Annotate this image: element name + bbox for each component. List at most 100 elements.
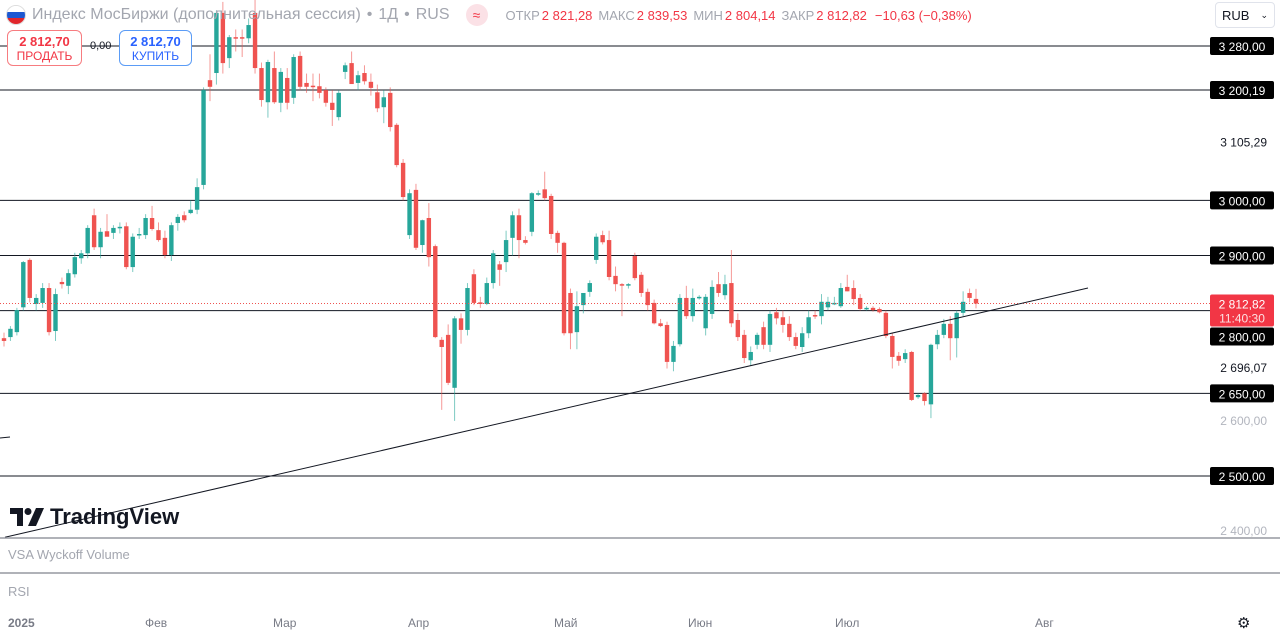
candle xyxy=(336,90,341,121)
candle xyxy=(79,249,84,264)
candle-body xyxy=(703,296,708,329)
rsi-pane-label[interactable]: RSI xyxy=(8,584,30,599)
candle xyxy=(471,269,477,306)
approx-session-icon[interactable]: ≈ xyxy=(465,4,488,26)
candle xyxy=(548,193,554,239)
candle-body xyxy=(825,301,831,308)
candle-body xyxy=(85,227,90,254)
candle-body xyxy=(568,292,573,334)
candle xyxy=(568,288,573,350)
candle xyxy=(207,54,213,102)
candle xyxy=(1,332,7,347)
candle xyxy=(902,349,908,363)
candle-body xyxy=(46,288,52,333)
buy-price: 2 812,70 xyxy=(130,34,181,49)
candle xyxy=(851,280,856,306)
candle-body xyxy=(941,323,947,335)
candle-body xyxy=(922,393,927,402)
candle-body xyxy=(555,232,560,243)
candle xyxy=(323,87,329,107)
candle xyxy=(40,283,45,308)
candle-body xyxy=(53,294,58,332)
candle-body xyxy=(845,286,850,292)
candle xyxy=(124,222,129,270)
currency-value: RUB xyxy=(1222,7,1250,23)
level-price-label: 2 800,00 xyxy=(1219,331,1266,345)
candle xyxy=(169,222,174,262)
candle xyxy=(690,288,695,322)
drawing-fragment xyxy=(0,436,11,439)
candle-body xyxy=(767,313,773,345)
interval[interactable]: 1Д xyxy=(378,6,399,23)
buy-button[interactable]: 2 812,70 КУПИТЬ xyxy=(119,30,192,66)
candle-body xyxy=(870,307,876,311)
separator: • xyxy=(366,6,373,23)
candle-body xyxy=(574,306,580,333)
symbol-title[interactable]: Индекс МосБиржи (дополнительная сессия) xyxy=(32,6,361,23)
candle-body xyxy=(246,25,251,39)
candle xyxy=(46,283,52,336)
candle-body xyxy=(362,73,367,82)
time-label-month: Май xyxy=(554,616,578,630)
candle xyxy=(72,252,78,278)
candle-body xyxy=(136,233,142,236)
currency-select[interactable]: RUB ⌄ xyxy=(1215,2,1275,28)
candle-body xyxy=(149,218,155,230)
candle-body xyxy=(503,240,509,263)
candle-body xyxy=(606,240,612,277)
candle-body xyxy=(162,237,168,255)
level-price-tag xyxy=(1210,327,1274,346)
candle xyxy=(291,54,296,104)
candle xyxy=(375,84,380,113)
tradingview-logo[interactable]: TradingView xyxy=(10,504,179,530)
candle xyxy=(890,332,895,369)
candle-body xyxy=(716,284,721,293)
candle-body xyxy=(285,77,290,103)
bar-countdown-label: 11:40:30 xyxy=(1219,312,1265,326)
candle xyxy=(722,274,728,300)
candle xyxy=(91,208,97,250)
candle-body xyxy=(207,80,213,87)
candle xyxy=(297,51,303,91)
sell-button[interactable]: 2 812,70 ПРОДАТЬ xyxy=(7,30,82,66)
candle-body xyxy=(632,256,638,279)
candle-body xyxy=(735,319,741,338)
candle xyxy=(175,214,181,231)
candle-body xyxy=(201,90,206,185)
candle-body xyxy=(291,57,296,98)
candle-body xyxy=(317,86,322,93)
candle-body xyxy=(915,394,921,398)
settings-gear-icon[interactable]: ⚙ xyxy=(1237,615,1251,632)
time-label-month: Июл xyxy=(835,616,860,630)
volume-pane-label[interactable]: VSA Wyckoff Volume xyxy=(8,547,130,562)
candle-body xyxy=(973,298,979,304)
candle xyxy=(581,292,586,314)
candle xyxy=(349,51,354,85)
candle xyxy=(626,283,631,289)
candle-body xyxy=(497,264,502,270)
candle-body xyxy=(594,236,599,260)
last-price-label: 2 812,82 xyxy=(1219,298,1266,312)
candle xyxy=(413,183,419,250)
trendline[interactable] xyxy=(4,287,1089,538)
candle xyxy=(606,230,612,281)
candle-body xyxy=(754,334,760,345)
candle xyxy=(104,214,110,237)
candle xyxy=(27,258,32,303)
candle-body xyxy=(323,90,329,103)
candle-body xyxy=(194,187,200,210)
sell-label: ПРОДАТЬ xyxy=(16,49,73,63)
candle-body xyxy=(111,227,116,233)
candle-body xyxy=(355,75,361,83)
candle-body xyxy=(21,262,26,308)
level-price-tag xyxy=(1210,191,1274,210)
candle xyxy=(368,73,374,96)
candle xyxy=(117,222,123,234)
open-value: 2 821,28 xyxy=(541,7,593,23)
candle xyxy=(201,87,206,190)
high-value: 2 839,53 xyxy=(636,7,688,23)
level-price-tag xyxy=(1210,384,1274,403)
candle-body xyxy=(8,328,13,338)
candle xyxy=(600,230,605,245)
